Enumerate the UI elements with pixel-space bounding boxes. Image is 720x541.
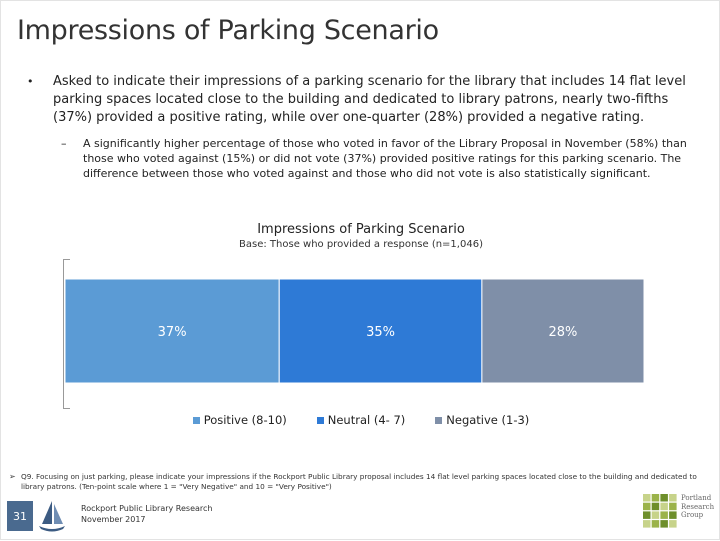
logo-grid-cell xyxy=(643,511,651,519)
chart-legend: Positive (8-10) Neutral (4- 7) Negative … xyxy=(1,413,720,427)
logo-grid-cell xyxy=(651,511,660,519)
footnote-text: Q9. Focusing on just parking, please ind… xyxy=(21,472,697,491)
logo-grid-cell xyxy=(643,494,651,502)
logo-grid-cell xyxy=(660,511,668,519)
bar-segment-1 xyxy=(64,278,280,384)
axis-bracket xyxy=(63,259,70,409)
bar-segment-3 xyxy=(481,278,645,384)
legend-swatch-neutral xyxy=(316,416,324,424)
footnote-arrow-icon: ➢ xyxy=(9,472,16,481)
legend-item-neutral: Neutral (4- 7) xyxy=(316,413,406,427)
legend-item-negative: Negative (1-3) xyxy=(435,413,529,427)
prg-logo-text: Portland Research Group xyxy=(681,494,714,520)
main-bullet-text: Asked to indicate their impressions of a… xyxy=(53,74,686,125)
footnote: ➢ Q9. Focusing on just parking, please i… xyxy=(9,472,709,492)
logo-grid-cell xyxy=(651,520,660,528)
footer-organization: Rockport Public Library Research Novembe… xyxy=(81,503,213,525)
legend-label-neutral: Neutral (4- 7) xyxy=(327,413,406,427)
main-bullet: • Asked to indicate their impressions of… xyxy=(27,73,687,127)
portland-research-group-logo-icon xyxy=(643,494,677,528)
legend-label-positive: Positive (8-10) xyxy=(203,413,287,427)
bullet-marker: • xyxy=(27,75,34,88)
footer-date: November 2017 xyxy=(81,515,146,524)
logo-grid-cell xyxy=(651,502,660,511)
prg-logo-line3: Group xyxy=(681,511,704,519)
logo-grid-cell xyxy=(651,494,660,502)
data-label-2: 35% xyxy=(366,325,395,340)
legend-swatch-negative xyxy=(435,416,443,424)
legend-item-positive: Positive (8-10) xyxy=(192,413,287,427)
sub-bullet-text: A significantly higher percentage of tho… xyxy=(83,137,687,180)
data-label-3: 28% xyxy=(548,325,577,340)
page-number: 31 xyxy=(7,501,33,531)
logo-grid-cell xyxy=(669,511,677,519)
footer-org-name: Rockport Public Library Research xyxy=(81,504,213,513)
chart-title: Impressions of Parking Scenario xyxy=(257,222,465,237)
logo-grid-cell xyxy=(643,520,651,528)
prg-logo-line1: Portland xyxy=(681,494,712,502)
chart-subtitle: Base: Those who provided a response (n=1… xyxy=(239,239,483,250)
legend-swatch-positive xyxy=(192,416,200,424)
logo-grid-cell xyxy=(660,494,668,502)
slide-title: Impressions of Parking Scenario xyxy=(17,15,439,46)
prg-logo-line2: Research xyxy=(681,502,715,511)
legend-label-negative: Negative (1-3) xyxy=(446,413,530,427)
sub-bullet-marker: – xyxy=(61,137,67,150)
logo-grid-cell xyxy=(669,494,677,502)
logo-grid-cell xyxy=(643,502,651,511)
sub-bullet: – A significantly higher percentage of t… xyxy=(61,136,701,181)
logo-grid-cell xyxy=(660,520,668,528)
data-label-1: 37% xyxy=(158,325,187,340)
library-sailboat-logo-icon xyxy=(39,501,65,532)
logo-grid-cell xyxy=(669,520,677,528)
logo-grid-cell xyxy=(669,502,677,511)
logo-grid-cell xyxy=(660,502,668,511)
